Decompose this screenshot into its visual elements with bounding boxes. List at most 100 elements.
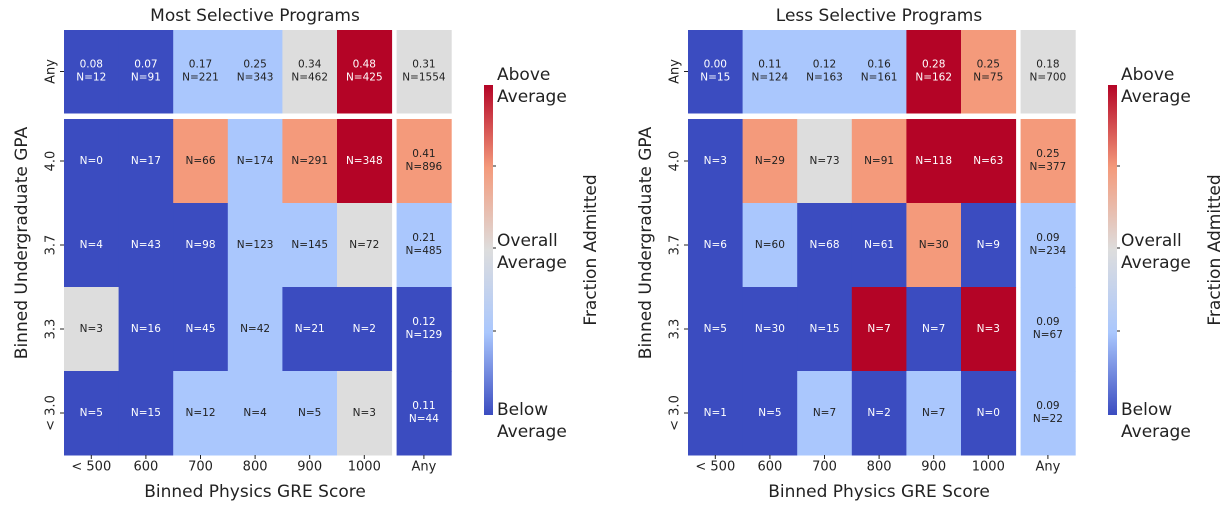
colorbar-tick-label: Above	[1121, 65, 1174, 85]
count-label: N=1554	[402, 72, 446, 84]
heatmap-cell	[396, 371, 452, 456]
fraction-label: 0.09	[1036, 316, 1059, 328]
heatmap-cell	[337, 371, 393, 456]
fraction-label: 0.12	[813, 59, 836, 71]
heatmap-cell	[227, 371, 283, 456]
count-label: N=425	[346, 72, 383, 84]
count-label: N=343	[237, 72, 274, 84]
fraction-label: 0.21	[412, 232, 435, 244]
heatmap-cell	[961, 119, 1017, 204]
count-label: N=162	[915, 72, 952, 84]
heatmap-cell	[173, 371, 229, 456]
heatmap-cell	[118, 287, 174, 372]
heatmap-cell	[688, 30, 744, 114]
fraction-label: 0.08	[80, 59, 103, 71]
count-label: N=123	[237, 239, 274, 251]
count-label: N=73	[809, 155, 839, 167]
x-tick-label: 700	[812, 460, 837, 475]
count-label: N=66	[185, 155, 215, 167]
x-tick-label: 1000	[972, 460, 1005, 475]
fraction-label: 0.17	[189, 59, 212, 71]
count-label: N=3	[80, 323, 103, 335]
heatmap-cell	[1020, 30, 1076, 114]
count-label: N=7	[922, 323, 945, 335]
heatmap-cell	[961, 371, 1017, 456]
fraction-label: 0.31	[412, 59, 435, 71]
fraction-label: 0.34	[298, 59, 322, 71]
count-label: N=4	[243, 407, 267, 419]
count-label: N=15	[809, 323, 839, 335]
heatmap-cell	[173, 30, 229, 114]
fraction-label: 0.09	[1036, 232, 1059, 244]
count-label: N=174	[237, 155, 274, 167]
y-axis-label: Binned Undergraduate GPA	[12, 126, 32, 359]
colorbar-tick-label: Average	[1121, 87, 1191, 107]
count-label: N=7	[813, 407, 836, 419]
heatmap-cell	[742, 287, 798, 372]
heatmap-cell	[1020, 119, 1076, 204]
count-label: N=91	[131, 72, 161, 84]
heatmap-cell	[227, 287, 283, 372]
heatmap-cell	[118, 30, 174, 114]
heatmap-cell	[396, 30, 452, 114]
fraction-label: 0.11	[758, 59, 781, 71]
count-label: N=485	[406, 245, 443, 257]
count-label: N=4	[80, 239, 104, 251]
heatmap-cell	[173, 203, 229, 288]
count-label: N=29	[755, 155, 785, 167]
count-label: N=44	[409, 413, 439, 425]
count-label: N=67	[1033, 329, 1063, 341]
x-tick-label: Any	[411, 460, 436, 475]
count-label: N=5	[704, 323, 727, 335]
heatmap-cell	[851, 371, 907, 456]
fraction-label: 0.18	[1036, 59, 1059, 71]
heatmap-cell	[742, 203, 798, 288]
y-tick-label: Any	[44, 59, 59, 84]
count-label: N=22	[1033, 413, 1063, 425]
count-label: N=2	[353, 323, 376, 335]
heatmap-cell	[64, 371, 120, 456]
heatmap-cell	[851, 287, 907, 372]
heatmap-cell	[337, 119, 393, 204]
count-label: N=7	[922, 407, 945, 419]
heatmap-cell	[64, 287, 120, 372]
x-tick-label: 700	[188, 460, 213, 475]
count-label: N=129	[406, 329, 443, 341]
heatmap-cell	[961, 203, 1017, 288]
count-label: N=462	[291, 72, 328, 84]
y-tick-label: 4.0	[668, 151, 683, 172]
y-tick-label: 3.7	[668, 235, 683, 256]
heatmap-cell	[797, 287, 853, 372]
x-tick-label: Any	[1035, 460, 1060, 475]
x-tick-label: 800	[243, 460, 268, 475]
x-tick-label: 900	[921, 460, 946, 475]
count-label: N=68	[809, 239, 839, 251]
fraction-label: 0.11	[412, 400, 435, 412]
heatmap-cell	[1020, 371, 1076, 456]
count-label: N=75	[973, 72, 1003, 84]
heatmap-cell	[118, 119, 174, 204]
x-tick-label: 900	[297, 460, 322, 475]
heatmap-cell	[118, 371, 174, 456]
heatmap-cell	[227, 203, 283, 288]
colorbar-tick-label: Above	[497, 65, 550, 85]
colorbar	[1108, 85, 1117, 415]
heatmap-cell	[282, 30, 338, 114]
heatmap-cell	[227, 119, 283, 204]
heatmap-cell	[173, 119, 229, 204]
colorbar-tick-label: Average	[497, 422, 567, 442]
count-label: N=118	[915, 155, 952, 167]
heatmap-cell	[1020, 287, 1076, 372]
fraction-label: 0.48	[353, 59, 376, 71]
count-label: N=348	[346, 155, 383, 167]
count-label: N=1	[704, 407, 727, 419]
fraction-label: 0.09	[1036, 400, 1059, 412]
heatmap-cell	[797, 30, 853, 114]
x-tick-label: 1000	[348, 460, 381, 475]
heatmap-cell	[742, 30, 798, 114]
heatmap-cell	[851, 119, 907, 204]
heatmap-cell	[906, 119, 962, 204]
heatmap-cell	[118, 203, 174, 288]
y-axis-label: Binned Undergraduate GPA	[636, 126, 656, 359]
x-tick-label: 600	[133, 460, 158, 475]
